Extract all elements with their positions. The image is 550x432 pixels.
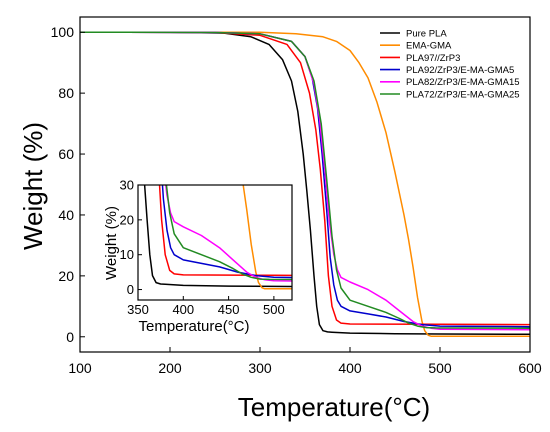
inset-series-line-pla97-zrp3 — [158, 185, 292, 277]
inset-series-line-ema-gma — [242, 185, 292, 290]
inset-x-tick-label: 350 — [127, 302, 149, 317]
legend-label-pla92-zrp3-e-ma-gma5: PLA92/ZrP3/E-MA-GMA5 — [406, 65, 514, 76]
legend-label-ema-gma: EMA-GMA — [406, 41, 452, 52]
legend-label-pla82-zrp3-e-ma-gma15: PLA82/ZrP3/E-MA-GMA15 — [406, 77, 520, 88]
series-line-pure-pla — [80, 31, 530, 336]
inset-x-tick-label: 400 — [172, 302, 194, 317]
y-tick-label: 0 — [66, 329, 74, 345]
inset-y-tick-label: 20 — [120, 212, 134, 227]
x-axis-title: Temperature(°C) — [238, 392, 430, 422]
inset-y-tick-label: 10 — [120, 247, 134, 262]
x-tick-label: 400 — [338, 360, 362, 376]
y-tick-label: 60 — [58, 146, 74, 162]
inset-plot-frame — [137, 184, 293, 301]
series-line-pla72-zrp3-e-ma-gma25 — [80, 31, 530, 329]
main-plot-frame — [79, 16, 531, 353]
inset-y-axis-title: Weight (%) — [103, 206, 120, 280]
series-line-pla97-zrp3 — [80, 31, 530, 326]
x-tick-label: 600 — [518, 360, 542, 376]
x-tick-label: 100 — [68, 360, 92, 376]
inset-series-line-pla82-zrp3-e-ma-gma15 — [165, 185, 292, 282]
y-tick-label: 100 — [51, 24, 75, 40]
inset-y-tick-label: 30 — [120, 178, 134, 193]
inset-x-tick-label: 500 — [263, 302, 285, 317]
inset-x-tick-label: 450 — [218, 302, 240, 317]
inset-series-line-pure-pla — [143, 185, 292, 288]
inset-x-axis-title: Temperature(°C) — [138, 318, 249, 335]
main-series-group — [80, 31, 530, 337]
legend-label-pure-pla: Pure PLA — [406, 28, 447, 39]
x-tick-label: 300 — [248, 360, 272, 376]
x-tick-label: 500 — [428, 360, 452, 376]
series-line-ema-gma — [80, 31, 530, 337]
legend-label-pla72-zrp3-e-ma-gma25: PLA72/ZrP3/E-MA-GMA25 — [406, 89, 520, 100]
legend-label-pla97-zrp3: PLA97//ZrP3 — [406, 53, 460, 64]
inset-series-line-pla72-zrp3-e-ma-gma25 — [165, 185, 292, 281]
inset-series-line-pla92-zrp3-e-ma-gma5 — [161, 185, 292, 279]
inset-y-tick-label: 0 — [127, 282, 134, 297]
y-tick-label: 40 — [58, 207, 74, 223]
x-tick-label: 200 — [158, 360, 182, 376]
y-tick-label: 80 — [58, 85, 74, 101]
inset-series-group — [143, 185, 292, 290]
inset-plot: 350 400 450 500 0 10 20 30 — [120, 178, 293, 317]
y-axis-title: Weight (%) — [18, 122, 48, 250]
legend: Pure PLA EMA-GMAPLA97//ZrP3PLA92/ZrP3/E-M… — [380, 28, 520, 100]
y-tick-label: 20 — [58, 268, 74, 284]
